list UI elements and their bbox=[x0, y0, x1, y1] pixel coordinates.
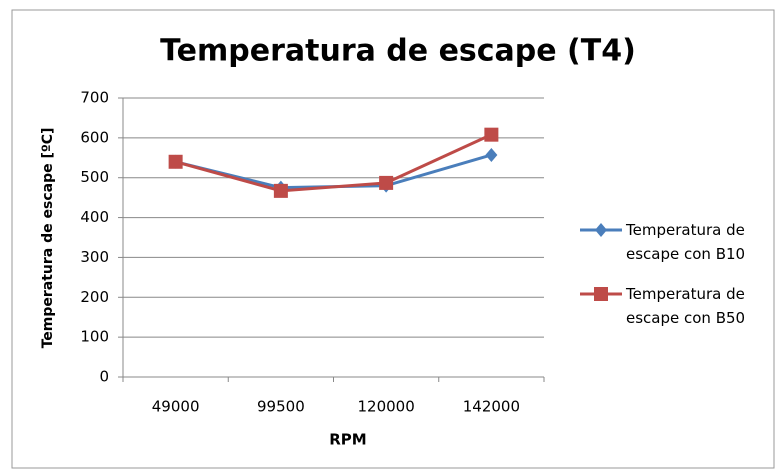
series-line bbox=[175, 133, 492, 193]
legend-label: Temperatura de escape con B50 bbox=[626, 285, 746, 327]
y-tick-label: 0 bbox=[99, 368, 109, 386]
data-point bbox=[168, 154, 183, 169]
legend-marker bbox=[594, 287, 608, 301]
y-tick-label: 700 bbox=[80, 89, 109, 107]
data-point bbox=[485, 147, 498, 162]
data-point bbox=[273, 183, 288, 198]
chart-frame bbox=[11, 9, 775, 469]
x-axis-label: RPM bbox=[329, 431, 366, 449]
y-tick-label: 300 bbox=[80, 248, 109, 266]
x-tick-label: 49000 bbox=[152, 398, 200, 416]
y-tick-label: 100 bbox=[80, 328, 109, 346]
legend-marker bbox=[595, 223, 607, 237]
x-tick-label: 99500 bbox=[257, 398, 305, 416]
y-tick-label: 500 bbox=[80, 168, 109, 186]
chart-title: Temperatura de escape (T4) bbox=[160, 34, 636, 69]
y-tick-label: 200 bbox=[80, 288, 109, 306]
legend-label: Temperatura de escape con B10 bbox=[626, 221, 746, 263]
y-tick-label: 400 bbox=[80, 208, 109, 226]
y-axis-label: Temperatura de escape [ºC] bbox=[40, 128, 56, 349]
y-tick-label: 600 bbox=[80, 128, 109, 146]
data-point bbox=[379, 175, 394, 190]
x-tick-label: 142000 bbox=[463, 398, 520, 416]
x-tick-label: 120000 bbox=[357, 398, 414, 416]
data-point bbox=[484, 127, 499, 142]
